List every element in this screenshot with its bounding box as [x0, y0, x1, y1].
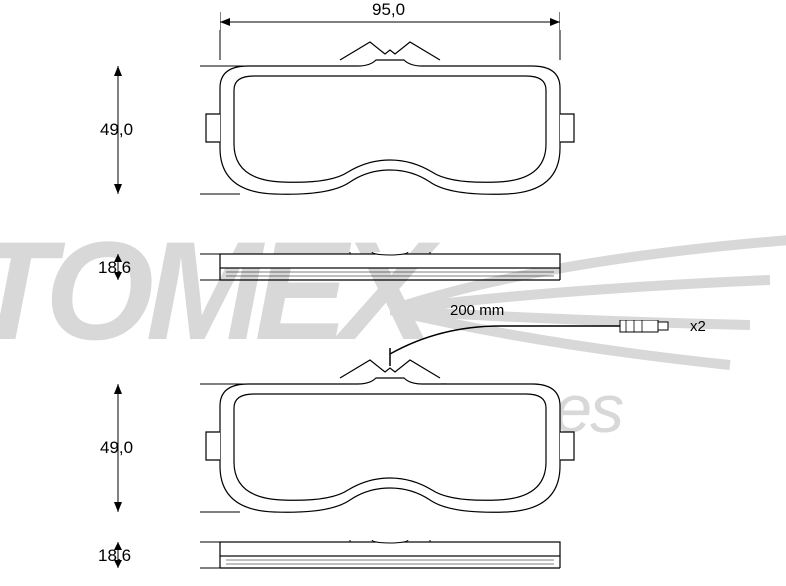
brake-pad-top-side [200, 252, 580, 292]
dim-thick-bottom-label: 18,6 [98, 546, 131, 566]
dim-height-bottom-label: 49,0 [100, 438, 133, 458]
sensor-wire-label: 200 mm [450, 302, 504, 319]
sensor-wire [370, 320, 720, 370]
dim-thick-top-label: 18,6 [98, 258, 131, 278]
brake-pad-bottom-side [200, 540, 580, 580]
brake-pad-top-front [200, 30, 580, 220]
diagram-container: TOMEX brakes 95,0 [0, 0, 786, 586]
brake-pad-bottom-front [200, 348, 580, 538]
dim-height-top-label: 49,0 [100, 120, 133, 140]
sensor-qty-label: x2 [690, 318, 706, 335]
dim-width-label: 95,0 [372, 0, 405, 20]
